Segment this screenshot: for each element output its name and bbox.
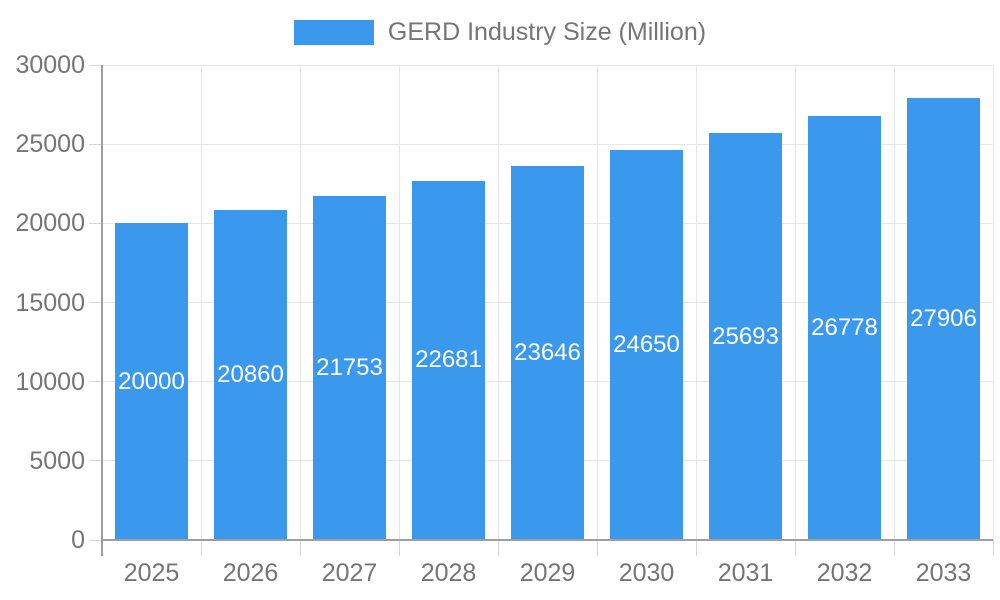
x-axis-tick-mark [695,540,697,556]
x-axis-tick-label: 2025 [123,559,180,587]
bar [511,165,584,540]
bar-value-label: 21753 [316,353,383,381]
y-axis-tick-mark [89,302,102,303]
x-axis-tick-label: 2032 [816,559,873,587]
y-axis-tick-label: 30000 [15,51,85,79]
bar-value-label: 20000 [118,367,185,395]
bar [214,209,287,540]
vertical-gridline [893,65,895,540]
bar-value-label: 20860 [217,360,284,388]
vertical-gridline [596,65,598,540]
y-axis-tick-label: 0 [71,526,85,554]
y-axis-tick-label: 10000 [15,367,85,396]
vertical-gridline [497,65,499,540]
bar-value-label: 27906 [910,305,977,333]
x-axis-tick-label: 2031 [717,559,774,587]
x-axis-tick-mark [596,540,598,556]
x-axis-tick-mark [893,540,895,556]
y-axis-tick-mark [89,460,102,462]
bar-value-label: 22681 [415,346,482,374]
bar [709,133,782,540]
vertical-gridline [299,65,301,540]
x-axis-tick-label: 2033 [915,559,972,587]
y-axis-tick-label: 15000 [15,288,85,317]
vertical-gridline [200,65,202,540]
y-axis-tick-mark [89,222,102,224]
x-axis-line [102,539,993,541]
bar [115,223,188,540]
y-axis-tick-label: 25000 [15,130,85,159]
bar [313,195,386,540]
y-axis-tick-mark [89,539,102,541]
y-axis-tick-mark [89,381,102,383]
x-axis-tick-mark [398,540,400,556]
bar-value-label: 26778 [811,314,878,341]
x-axis-tick-label: 2026 [222,559,279,587]
bar-value-label: 25693 [712,322,779,350]
x-axis-tick-mark [794,540,796,556]
x-axis-tick-mark [299,540,301,556]
vertical-gridline [398,65,400,540]
x-axis-tick-label: 2027 [321,559,378,587]
legend-label: GERD Industry Size (Million) [387,18,707,46]
bar [907,98,980,540]
bar [412,180,485,540]
horizontal-gridline [102,64,993,66]
y-axis-tick-label: 5000 [29,446,85,475]
bar-value-label: 23646 [514,338,581,366]
bar [808,116,881,540]
y-axis-tick-mark [89,64,102,66]
y-axis-line [101,65,103,556]
x-axis-tick-label: 2028 [420,559,477,587]
x-axis-tick-label: 2029 [519,559,576,587]
legend: GERD Industry Size (Million) [0,19,1000,46]
x-axis-tick-label: 2030 [618,559,675,587]
horizontal-gridline [102,143,993,145]
x-axis-tick-mark [200,540,202,556]
vertical-gridline [992,65,994,540]
x-axis-tick-mark [497,540,499,556]
x-axis-tick-mark [992,540,994,556]
vertical-gridline [794,65,796,540]
legend-swatch [293,20,374,45]
y-axis-tick-mark [89,143,102,145]
y-axis-tick-label: 20000 [15,209,85,238]
vertical-gridline [695,65,697,540]
bar-value-label: 24650 [613,330,680,358]
bar [610,149,683,540]
